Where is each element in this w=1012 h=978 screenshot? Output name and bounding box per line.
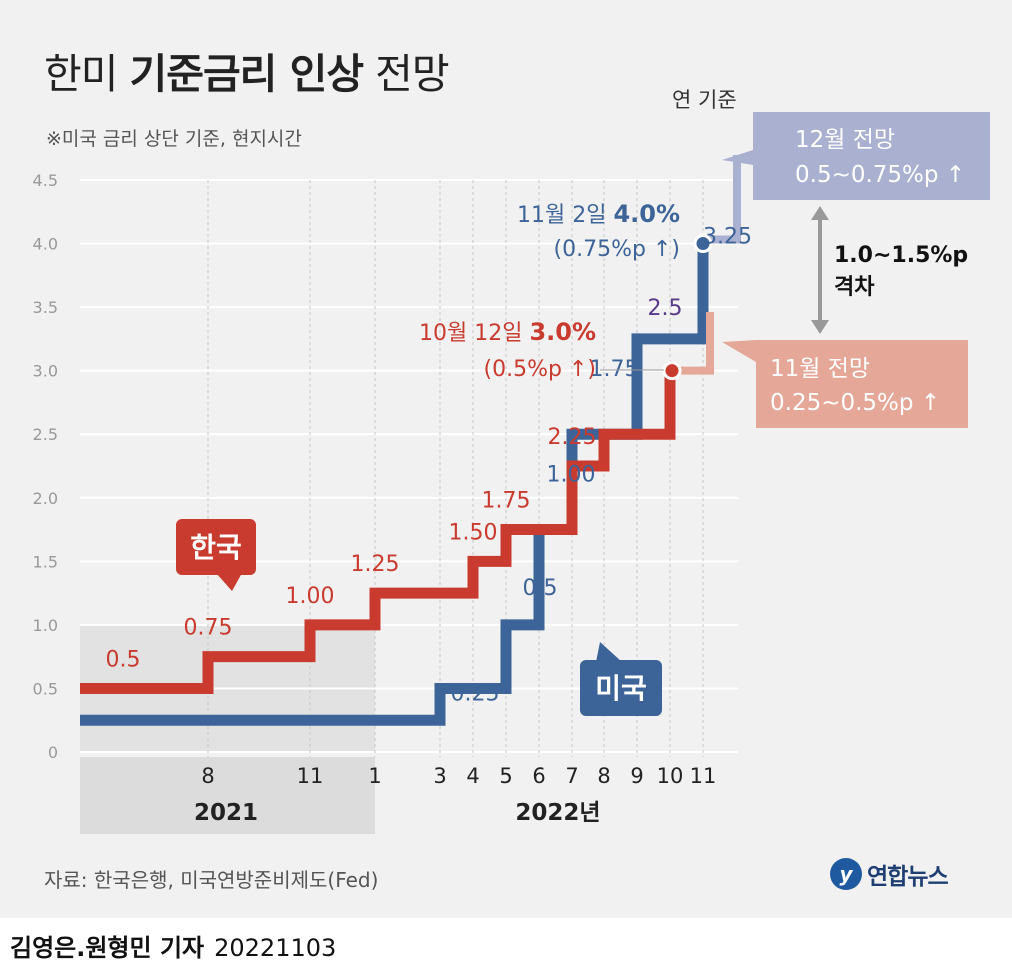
reporter-date: 20221103: [214, 934, 337, 962]
x-tick-label: 11: [297, 764, 324, 788]
usa-value-label: 2.5: [648, 296, 683, 321]
korea-callout: 한국: [176, 519, 256, 591]
x-tick-label: 11: [690, 764, 717, 788]
x-tick-label: 5: [499, 764, 512, 788]
korea-latest-annotation-line1: 10월 12일 3.0%: [419, 318, 596, 346]
korea-callout-label: 한국: [190, 531, 242, 564]
x-tick-label: 8: [201, 764, 214, 788]
korea-latest-rate: 3.0%: [529, 318, 596, 346]
y-tick-label: 2.0: [33, 489, 58, 508]
y-tick-label: 0: [48, 743, 58, 762]
korea-forecast-shape: [722, 340, 968, 428]
rate-chart: 00.51.01.52.02.53.03.54.04.58 11 1 3 4 5 6 7 8 9 1…: [33, 112, 990, 834]
usa-value-label: 1.00: [547, 463, 596, 488]
korea-value-label: 1.25: [351, 552, 400, 577]
title-normal-2: 전망: [375, 50, 449, 98]
title-bold: 기준금리 인상: [129, 50, 365, 98]
usa-value-label: 0.25: [451, 681, 500, 706]
y-tick-label: 1.5: [33, 552, 58, 571]
x-tick-label: 1: [368, 764, 381, 788]
x-tick-label: 3: [433, 764, 446, 788]
page-title: 한미 기준금리 인상 전망: [44, 40, 450, 100]
korea-rate-line: [80, 365, 676, 694]
usa-callout-label: 미국: [595, 672, 647, 705]
usa-latest-dot: [693, 234, 713, 254]
y-tick-label: 2.5: [33, 425, 58, 444]
korea-value-label: 0.75: [184, 616, 233, 641]
korea-latest-annotation-line2: (0.5%p ↑): [484, 357, 596, 382]
usa-forecast-shape: [722, 112, 990, 200]
x-tick-label: 4: [466, 764, 479, 788]
usa-value-label: 0.5: [523, 576, 558, 601]
usa-forecast-box: 12월 전망 0.5~0.75%p ↑: [722, 112, 990, 200]
usa-callout-box: [580, 660, 662, 716]
y-tick-label: 4.5: [33, 171, 58, 190]
reporter-name: 김영은.원형민 기자: [10, 934, 205, 962]
korea-forecast-box: 11월 전망 0.25~0.5%p ↑: [722, 340, 968, 428]
usa-forecast-value: 0.5~0.75%p ↑: [795, 162, 965, 188]
gap-label: 격차: [834, 275, 875, 300]
y-tick-label: 0.5: [33, 679, 58, 698]
usa-latest-rate: 4.0%: [613, 200, 680, 228]
x-tick-label: 9: [630, 764, 643, 788]
gap-value: 1.0~1.5%p: [834, 243, 968, 268]
korea-value-label: 1.50: [449, 520, 498, 545]
year-label-2022: 2022년: [515, 800, 600, 826]
brand: y 연합뉴스: [830, 857, 949, 891]
yonhap-logo-icon: y: [830, 858, 862, 890]
korea-value-label: 2.25: [548, 425, 597, 450]
gap-arrow-down-icon: [811, 320, 829, 334]
usa-latest-annotation-line1: 11월 2일 4.0%: [517, 200, 680, 228]
title-normal-1: 한미: [44, 50, 118, 98]
year-label-2021: 2021: [194, 800, 258, 826]
korea-value-label: 1.75: [482, 489, 531, 514]
korea-callout-tail: [216, 573, 242, 591]
y-tick-label: 3.0: [33, 362, 58, 381]
usa-latest-date: 11월 2일: [517, 203, 613, 228]
usa-value-label: 3.25: [703, 225, 752, 250]
y-tick-label: 4.0: [33, 235, 58, 254]
x-tick-label: 6: [532, 764, 545, 788]
korea-value-label: 0.5: [106, 647, 141, 672]
usa-callout-tail: [596, 642, 622, 662]
usa-latest-annotation-line2: (0.75%p ↑): [554, 237, 680, 262]
korea-forecast-value: 0.25~0.5%p ↑: [770, 390, 940, 416]
shade-2021-axis: [80, 757, 375, 834]
reporter-line: 김영은.원형민 기자 20221103: [10, 928, 336, 963]
y-tick-label: 3.5: [33, 298, 58, 317]
korea-forecast-title: 11월 전망: [770, 356, 870, 382]
usa-forecast-title: 12월 전망: [795, 127, 895, 153]
korea-forecast-connector: [672, 312, 714, 375]
korea-latest-date: 10월 12일: [419, 321, 529, 346]
korea-value-label: 1.00: [286, 584, 335, 609]
annual-basis-label: 연 기준: [672, 88, 737, 112]
x-tick-label: 7: [565, 764, 578, 788]
y-tick-label: 1.0: [33, 616, 58, 635]
korea-latest-dot: [662, 361, 682, 381]
x-tick-label: 8: [597, 764, 610, 788]
brand-name: 연합뉴스: [867, 864, 949, 890]
gap-arrow-up-icon: [811, 206, 829, 220]
korea-callout-box: [176, 519, 256, 575]
chart-note: ※미국 금리 상단 기준, 현지시간: [46, 128, 302, 150]
x-tick-label: 10: [657, 764, 684, 788]
source-note: 자료: 한국은행, 미국연방준비제도(Fed): [44, 868, 379, 892]
usa-callout: 미국: [580, 642, 662, 716]
